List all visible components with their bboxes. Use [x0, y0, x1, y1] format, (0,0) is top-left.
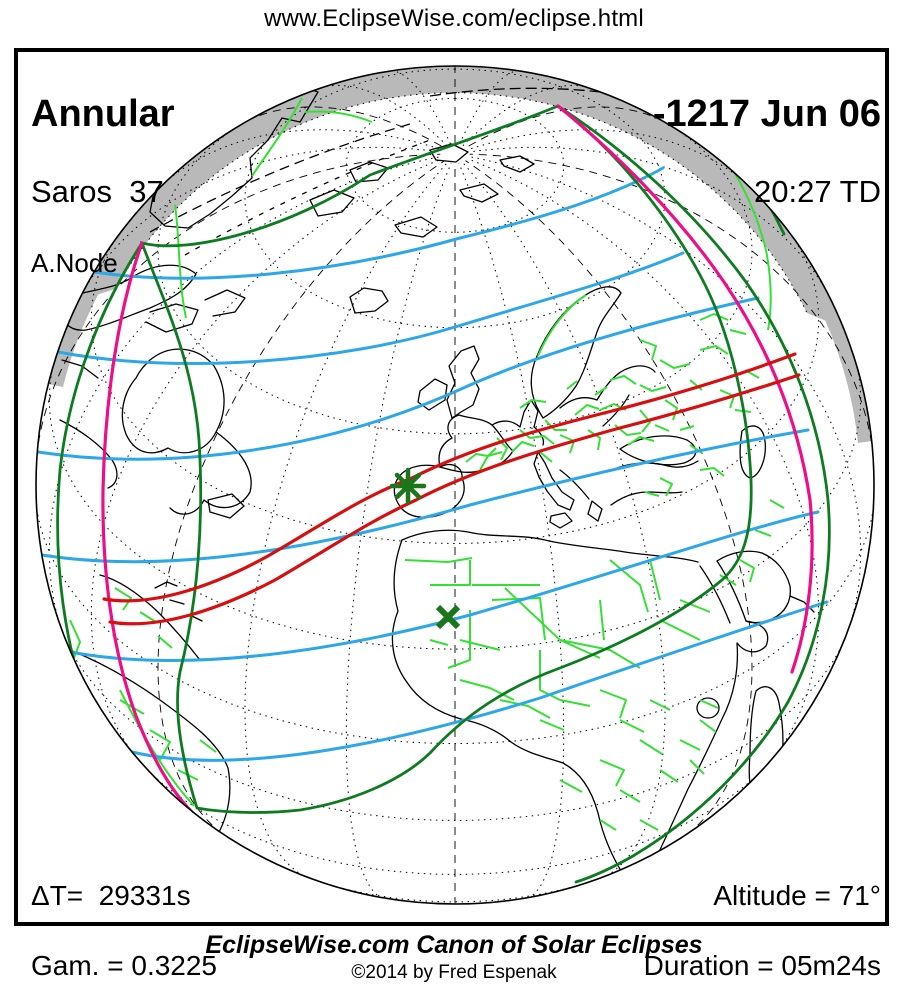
- central-path-south-limit: [108, 373, 801, 626]
- coast-highlight-greenland: [251, 97, 373, 177]
- central-path-north-limit: [102, 352, 797, 603]
- altitude-label: Altitude = 71°: [713, 880, 881, 911]
- caspian-sea: [739, 425, 766, 479]
- italy-coast: [533, 451, 575, 529]
- rise-set-limits: [101, 104, 814, 814]
- red-sea: [699, 560, 747, 624]
- greatest-eclipse-marker: [389, 467, 427, 505]
- duration-label: Duration = 05m24s: [643, 950, 881, 982]
- north-africa-coast: [401, 529, 699, 563]
- eclipse-type-label: Annular: [31, 93, 175, 135]
- delta-t-label: ΔT= 29331s: [31, 880, 191, 911]
- hudson-bay: [121, 348, 252, 519]
- scandinavia-coast: [530, 286, 622, 419]
- sunrise-limit-left: [101, 241, 194, 814]
- graticule: [36, 66, 874, 904]
- eclipse-type-block: Annular Saros 37 A.Node: [31, 57, 175, 298]
- africa-east-coast: [649, 620, 769, 881]
- eclipse-time-label: 20:27 TD: [754, 173, 881, 209]
- magnitude-contours: [36, 166, 829, 762]
- sunset-limit-right: [556, 104, 814, 674]
- url-header: www.EclipseWise.com/eclipse.html: [264, 5, 644, 32]
- gamma-label: Gam. = 0.3225: [31, 950, 218, 982]
- penumbra-outer-right: [556, 104, 831, 884]
- ireland-coast: [417, 378, 448, 411]
- central-america-coast: [99, 574, 203, 661]
- footer-title: EclipseWise.com Canon of Solar Eclipses: [205, 931, 703, 959]
- globe-limb: [35, 65, 875, 905]
- iceland-coast: [349, 287, 389, 314]
- central-path: [102, 352, 801, 626]
- britain-coast: [446, 345, 480, 419]
- balkan-greece-coast: [559, 469, 603, 522]
- eclipse-date-label: -1217 Jun 06: [652, 93, 881, 135]
- coast-highlight-norway: [537, 294, 587, 357]
- node-label: A.Node: [31, 248, 118, 279]
- sub-solar-point-marker: [435, 604, 461, 630]
- altitude-block: Altitude = 71° Duration = 05m24s: [644, 843, 881, 1001]
- saros-label: Saros 37: [31, 173, 164, 209]
- footer-copyright: ©2014 by Fred Espenak: [351, 962, 557, 983]
- arctic-islands: [309, 143, 535, 238]
- penumbra-inner-loop: [139, 104, 753, 814]
- africa-west-coast: [391, 539, 635, 899]
- delta-t-block: ΔT= 29331s Gam. = 0.3225: [31, 843, 217, 1001]
- eclipse-date-block: -1217 Jun 06 20:27 TD: [653, 57, 881, 229]
